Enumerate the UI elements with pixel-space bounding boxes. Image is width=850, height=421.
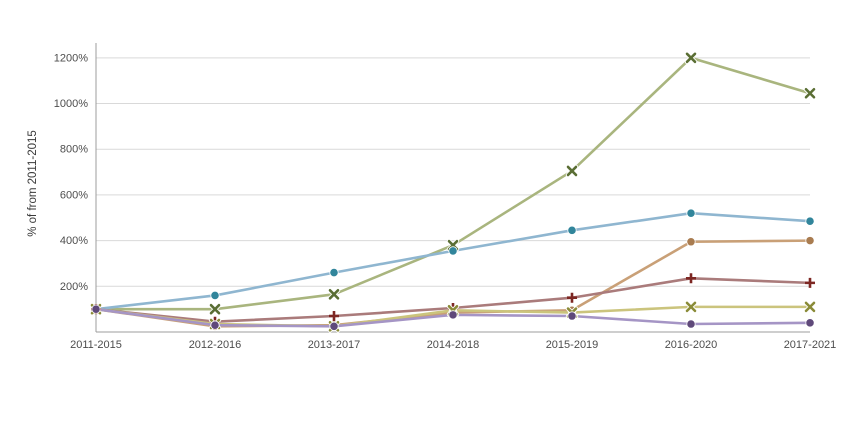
- series-line-sage-green-series: [94, 56, 812, 311]
- circle-marker: [805, 236, 815, 246]
- plus-marker: [805, 277, 815, 288]
- series-line-steel-blue-series: [94, 211, 812, 311]
- x-marker: [684, 51, 698, 65]
- x-tick-label: 2017-2021: [784, 339, 837, 351]
- circle-marker: [805, 216, 815, 226]
- circle-marker: [567, 225, 577, 235]
- circle-marker: [686, 237, 696, 247]
- x-tick-labels: 2011-2015 2012-2016 2013-2017 2014-2018 2015…: [70, 339, 836, 351]
- y-tick-label: 1000%: [54, 98, 88, 110]
- circle-marker: [686, 319, 696, 329]
- axes: [95, 43, 810, 333]
- series-markers: [89, 51, 817, 333]
- x-tick-label: 2015-2019: [546, 339, 599, 351]
- circle-marker: [448, 246, 458, 256]
- circle-marker: [210, 290, 220, 301]
- x-tick-label: 2014-2018: [427, 339, 480, 351]
- circle-marker: [448, 310, 458, 320]
- y-axis-title: % of from 2011-2015: [27, 130, 39, 237]
- x-marker: [684, 300, 698, 314]
- y-tick-label: 200%: [60, 281, 88, 293]
- circle-marker: [91, 304, 101, 314]
- circle-marker: [329, 268, 339, 278]
- circle-marker: [210, 320, 220, 330]
- plus-marker: [329, 311, 339, 322]
- y-tick-label: 600%: [60, 189, 88, 201]
- y-tick-label: 1200%: [54, 52, 88, 64]
- x-marker: [565, 164, 579, 178]
- y-tick-label: 400%: [60, 235, 88, 247]
- x-tick-label: 2013-2017: [308, 339, 361, 351]
- gridlines: [96, 57, 810, 287]
- x-tick-label: 2012-2016: [189, 339, 242, 351]
- circle-marker: [805, 318, 815, 328]
- y-tick-label: 800%: [60, 144, 88, 156]
- x-marker: [208, 302, 222, 316]
- plus-marker: [567, 292, 577, 303]
- x-marker: [327, 288, 341, 301]
- y-tick-labels: 200% 400% 600% 800% 1000% 1200%: [54, 52, 88, 292]
- circle-marker: [329, 321, 339, 331]
- x-marker: [803, 300, 817, 314]
- x-tick-label: 2016-2020: [665, 339, 718, 351]
- x-marker: [803, 87, 817, 100]
- circle-marker: [686, 208, 696, 218]
- circle-marker: [567, 311, 577, 321]
- plus-marker: [686, 273, 696, 284]
- x-tick-label: 2011-2015: [70, 339, 122, 351]
